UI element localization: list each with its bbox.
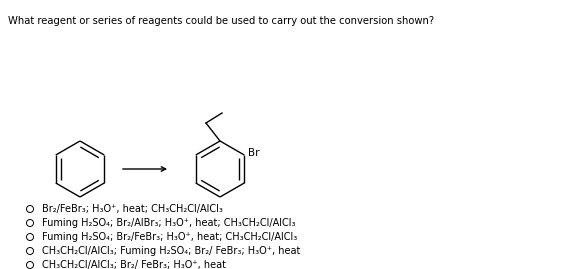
Text: Br: Br bbox=[248, 148, 260, 158]
Text: Fuming H₂SO₄; Br₂/FeBr₃; H₃O⁺, heat; CH₃CH₂Cl/AlCl₃: Fuming H₂SO₄; Br₂/FeBr₃; H₃O⁺, heat; CH₃… bbox=[42, 232, 297, 242]
Circle shape bbox=[27, 233, 33, 240]
Circle shape bbox=[27, 247, 33, 254]
Text: Fuming H₂SO₄; Br₂/AlBr₃; H₃O⁺, heat; CH₃CH₂Cl/AlCl₃: Fuming H₂SO₄; Br₂/AlBr₃; H₃O⁺, heat; CH₃… bbox=[42, 218, 295, 228]
Text: CH₃CH₂Cl/AlCl₃; Fuming H₂SO₄; Br₂/ FeBr₃; H₃O⁺, heat: CH₃CH₂Cl/AlCl₃; Fuming H₂SO₄; Br₂/ FeBr₃… bbox=[42, 246, 301, 256]
Text: Br₂/FeBr₃; H₃O⁺, heat; CH₃CH₂Cl/AlCl₃: Br₂/FeBr₃; H₃O⁺, heat; CH₃CH₂Cl/AlCl₃ bbox=[42, 204, 223, 214]
Circle shape bbox=[27, 206, 33, 213]
Text: What reagent or series of reagents could be used to carry out the conversion sho: What reagent or series of reagents could… bbox=[8, 16, 434, 26]
Circle shape bbox=[27, 220, 33, 226]
Circle shape bbox=[27, 261, 33, 268]
Text: CH₃CH₂Cl/AlCl₃; Br₂/ FeBr₃; H₃O⁺, heat: CH₃CH₂Cl/AlCl₃; Br₂/ FeBr₃; H₃O⁺, heat bbox=[42, 260, 226, 269]
